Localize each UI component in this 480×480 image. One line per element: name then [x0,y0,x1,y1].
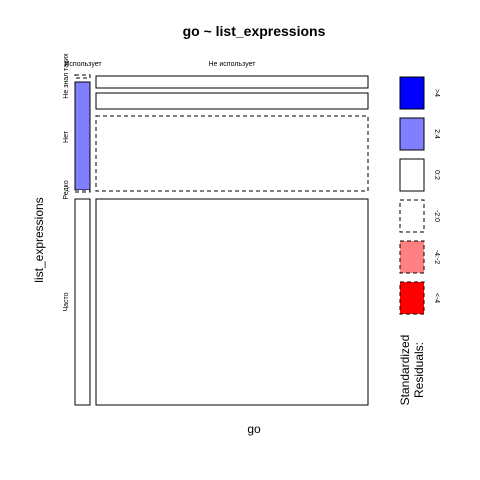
mosaic-tile [95,75,369,89]
legend: >4 2:4 0:2 -2:0 -4:-2 <-4 [399,76,440,315]
legend-swatch [399,76,425,110]
y-tick-label: Не знал таких [63,53,70,99]
mosaic-tiles [74,74,369,406]
legend-label: -4:-2 [433,250,440,265]
mosaic-tile [74,74,91,79]
legend-swatch [399,281,425,315]
legend-label: >4 [433,89,440,97]
x-tick-label: Использует [64,61,102,68]
legend-swatch [399,117,425,151]
legend-swatch [399,240,425,274]
mosaic-tile [95,92,369,110]
legend-label: 2:4 [433,129,440,139]
y-tick-label: Нет [63,130,70,143]
mosaic-tile [74,189,91,193]
legend-label: 0:2 [433,170,440,180]
legend-swatch [399,199,425,233]
legend-title-line-1: Standardized [398,335,412,406]
legend-label: <-4 [433,293,440,303]
legend-title-line-2: Residuals: [412,342,426,398]
legend-swatch [399,158,425,192]
x-tick-label: Не использует [209,61,257,68]
mosaic-tile [74,81,91,191]
y-axis-label: list_expressions [32,197,46,282]
x-axis-label: go [247,422,261,436]
legend-label: -2:0 [433,210,440,222]
mosaic-tile [95,115,369,192]
chart-title: go ~ list_expressions [183,23,326,39]
mosaic-tile [95,198,369,406]
y-tick-label: Редко [63,180,70,199]
mosaic-tile [74,198,91,406]
y-tick-label: Часто [63,292,70,311]
